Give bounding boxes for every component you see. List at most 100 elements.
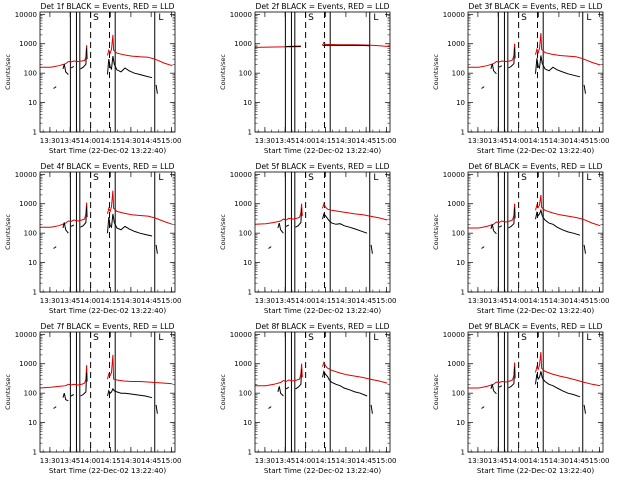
x-axis-label: Start Time (22-Dec-02 13:22:40) xyxy=(264,306,381,315)
x-tick-label: 14:15 xyxy=(101,457,121,465)
y-tick-label: 10000 xyxy=(15,11,37,19)
plot-frame xyxy=(39,331,176,453)
night-marker-label: L xyxy=(586,13,591,23)
chart-title: Det 3f BLACK = Events, RED = LLD xyxy=(469,2,603,11)
x-tick-label: 14:15 xyxy=(529,297,549,305)
series-line-events xyxy=(284,44,370,48)
plot-frame xyxy=(39,171,176,293)
x-tick-label: 14:30 xyxy=(121,297,141,305)
series-line-events xyxy=(268,369,373,414)
y-tick-label: 100 xyxy=(24,390,37,398)
series-line-events xyxy=(481,207,586,254)
x-tick-label: 15:00 xyxy=(376,297,396,305)
x-tick-label: 14:45 xyxy=(569,457,589,465)
y-axis-label: Counts/sec xyxy=(219,54,227,90)
saa-marker-label: S xyxy=(521,173,527,183)
y-tick-label: 1000 xyxy=(19,360,37,368)
chart-title: Det 5f BLACK = Events, RED = LLD xyxy=(256,162,390,171)
x-tick-label: 14:15 xyxy=(529,457,549,465)
x-tick-label: 15:00 xyxy=(589,297,609,305)
series-line-lld xyxy=(254,202,388,225)
y-axis-label: Counts/sec xyxy=(4,374,12,410)
x-tick-label: 13:30 xyxy=(40,137,60,145)
series-line-lld xyxy=(255,361,388,387)
x-tick-label: 13:45 xyxy=(488,137,508,145)
chart-title: Det 4f BLACK = Events, RED = LLD xyxy=(41,162,175,171)
y-tick-label: 10000 xyxy=(230,171,252,179)
chart-title: Det 7f BLACK = Events, RED = LLD xyxy=(41,322,175,331)
chart-title: Det 9f BLACK = Events, RED = LLD xyxy=(469,322,603,331)
night-marker-label: L xyxy=(158,13,163,23)
y-tick-label: 10 xyxy=(456,259,465,267)
saa-marker-label: S xyxy=(93,13,99,23)
y-tick-label: 10 xyxy=(243,419,252,427)
x-tick-label: 14:30 xyxy=(549,457,569,465)
chart-panel-6f: Det 6f BLACK = Events, RED = LLD Counts/s… xyxy=(432,162,609,315)
x-tick-label: 14:00 xyxy=(295,457,315,465)
y-axis-label: Counts/sec xyxy=(219,374,227,410)
series-line-events xyxy=(268,208,373,254)
x-tick-label: 13:30 xyxy=(40,457,60,465)
x-tick-label: 13:45 xyxy=(275,297,295,305)
x-tick-label: 15:00 xyxy=(161,297,181,305)
chart-panel-9f: Det 9f BLACK = Events, RED = LLD Counts/s… xyxy=(432,322,609,475)
y-tick-label: 1 xyxy=(248,129,252,137)
y-tick-label: 10000 xyxy=(443,11,465,19)
y-axis-label: Counts/sec xyxy=(432,374,440,410)
series-line-events xyxy=(53,48,158,94)
chart-title: Det 2f BLACK = Events, RED = LLD xyxy=(256,2,390,11)
y-tick-label: 1 xyxy=(33,289,37,297)
y-tick-label: 1000 xyxy=(447,40,465,48)
y-axis-label: Counts/sec xyxy=(4,214,12,250)
chart-panel-4f: Det 4f BLACK = Events, RED = LLD Counts/s… xyxy=(4,162,181,315)
y-tick-label: 100 xyxy=(239,70,252,78)
y-tick-label: 10000 xyxy=(443,331,465,339)
y-tick-label: 10 xyxy=(243,259,252,267)
x-axis-label: Start Time (22-Dec-02 13:22:40) xyxy=(49,306,166,315)
x-tick-label: 13:45 xyxy=(488,297,508,305)
y-tick-label: 10000 xyxy=(443,171,465,179)
x-tick-label: 14:00 xyxy=(295,297,315,305)
y-tick-label: 10 xyxy=(28,99,37,107)
y-tick-label: 10000 xyxy=(15,171,37,179)
y-tick-label: 1 xyxy=(33,129,37,137)
y-tick-label: 1 xyxy=(461,289,465,297)
y-tick-label: 1000 xyxy=(234,40,252,48)
series-line-lld xyxy=(40,34,173,68)
saa-marker-label: S xyxy=(308,173,314,183)
x-tick-label: 13:30 xyxy=(255,137,275,145)
x-tick-label: 14:45 xyxy=(569,137,589,145)
y-tick-label: 10 xyxy=(28,419,37,427)
y-tick-label: 1000 xyxy=(19,200,37,208)
saa-marker-label: S xyxy=(521,13,527,23)
y-tick-label: 1 xyxy=(248,289,252,297)
y-tick-label: 10 xyxy=(456,99,465,107)
y-tick-label: 1 xyxy=(33,449,37,457)
y-tick-label: 1000 xyxy=(19,40,37,48)
x-tick-label: 13:30 xyxy=(255,457,275,465)
series-line-events xyxy=(481,366,586,414)
x-tick-label: 13:30 xyxy=(468,297,488,305)
x-tick-label: 15:00 xyxy=(589,137,609,145)
y-tick-label: 1 xyxy=(248,449,252,457)
plot-frame xyxy=(254,331,391,453)
chart-panel-3f: Det 3f BLACK = Events, RED = LLD Counts/s… xyxy=(432,2,609,155)
saa-marker-label: S xyxy=(308,333,314,343)
y-tick-label: 10000 xyxy=(230,331,252,339)
saa-marker-label: S xyxy=(93,173,99,183)
plot-frame xyxy=(467,331,604,453)
series-line-lld xyxy=(468,351,601,389)
night-marker-label: L xyxy=(158,333,163,343)
x-tick-label: 14:30 xyxy=(549,297,569,305)
y-tick-label: 10 xyxy=(456,419,465,427)
x-tick-label: 14:00 xyxy=(80,137,100,145)
x-tick-label: 14:30 xyxy=(549,137,569,145)
night-marker-label: L xyxy=(373,333,378,343)
x-tick-label: 14:30 xyxy=(336,297,356,305)
x-tick-label: 13:30 xyxy=(468,457,488,465)
y-tick-label: 1 xyxy=(461,129,465,137)
x-tick-label: 14:00 xyxy=(80,457,100,465)
x-axis-label: Start Time (22-Dec-02 13:22:40) xyxy=(49,146,166,155)
x-tick-label: 14:45 xyxy=(356,297,376,305)
